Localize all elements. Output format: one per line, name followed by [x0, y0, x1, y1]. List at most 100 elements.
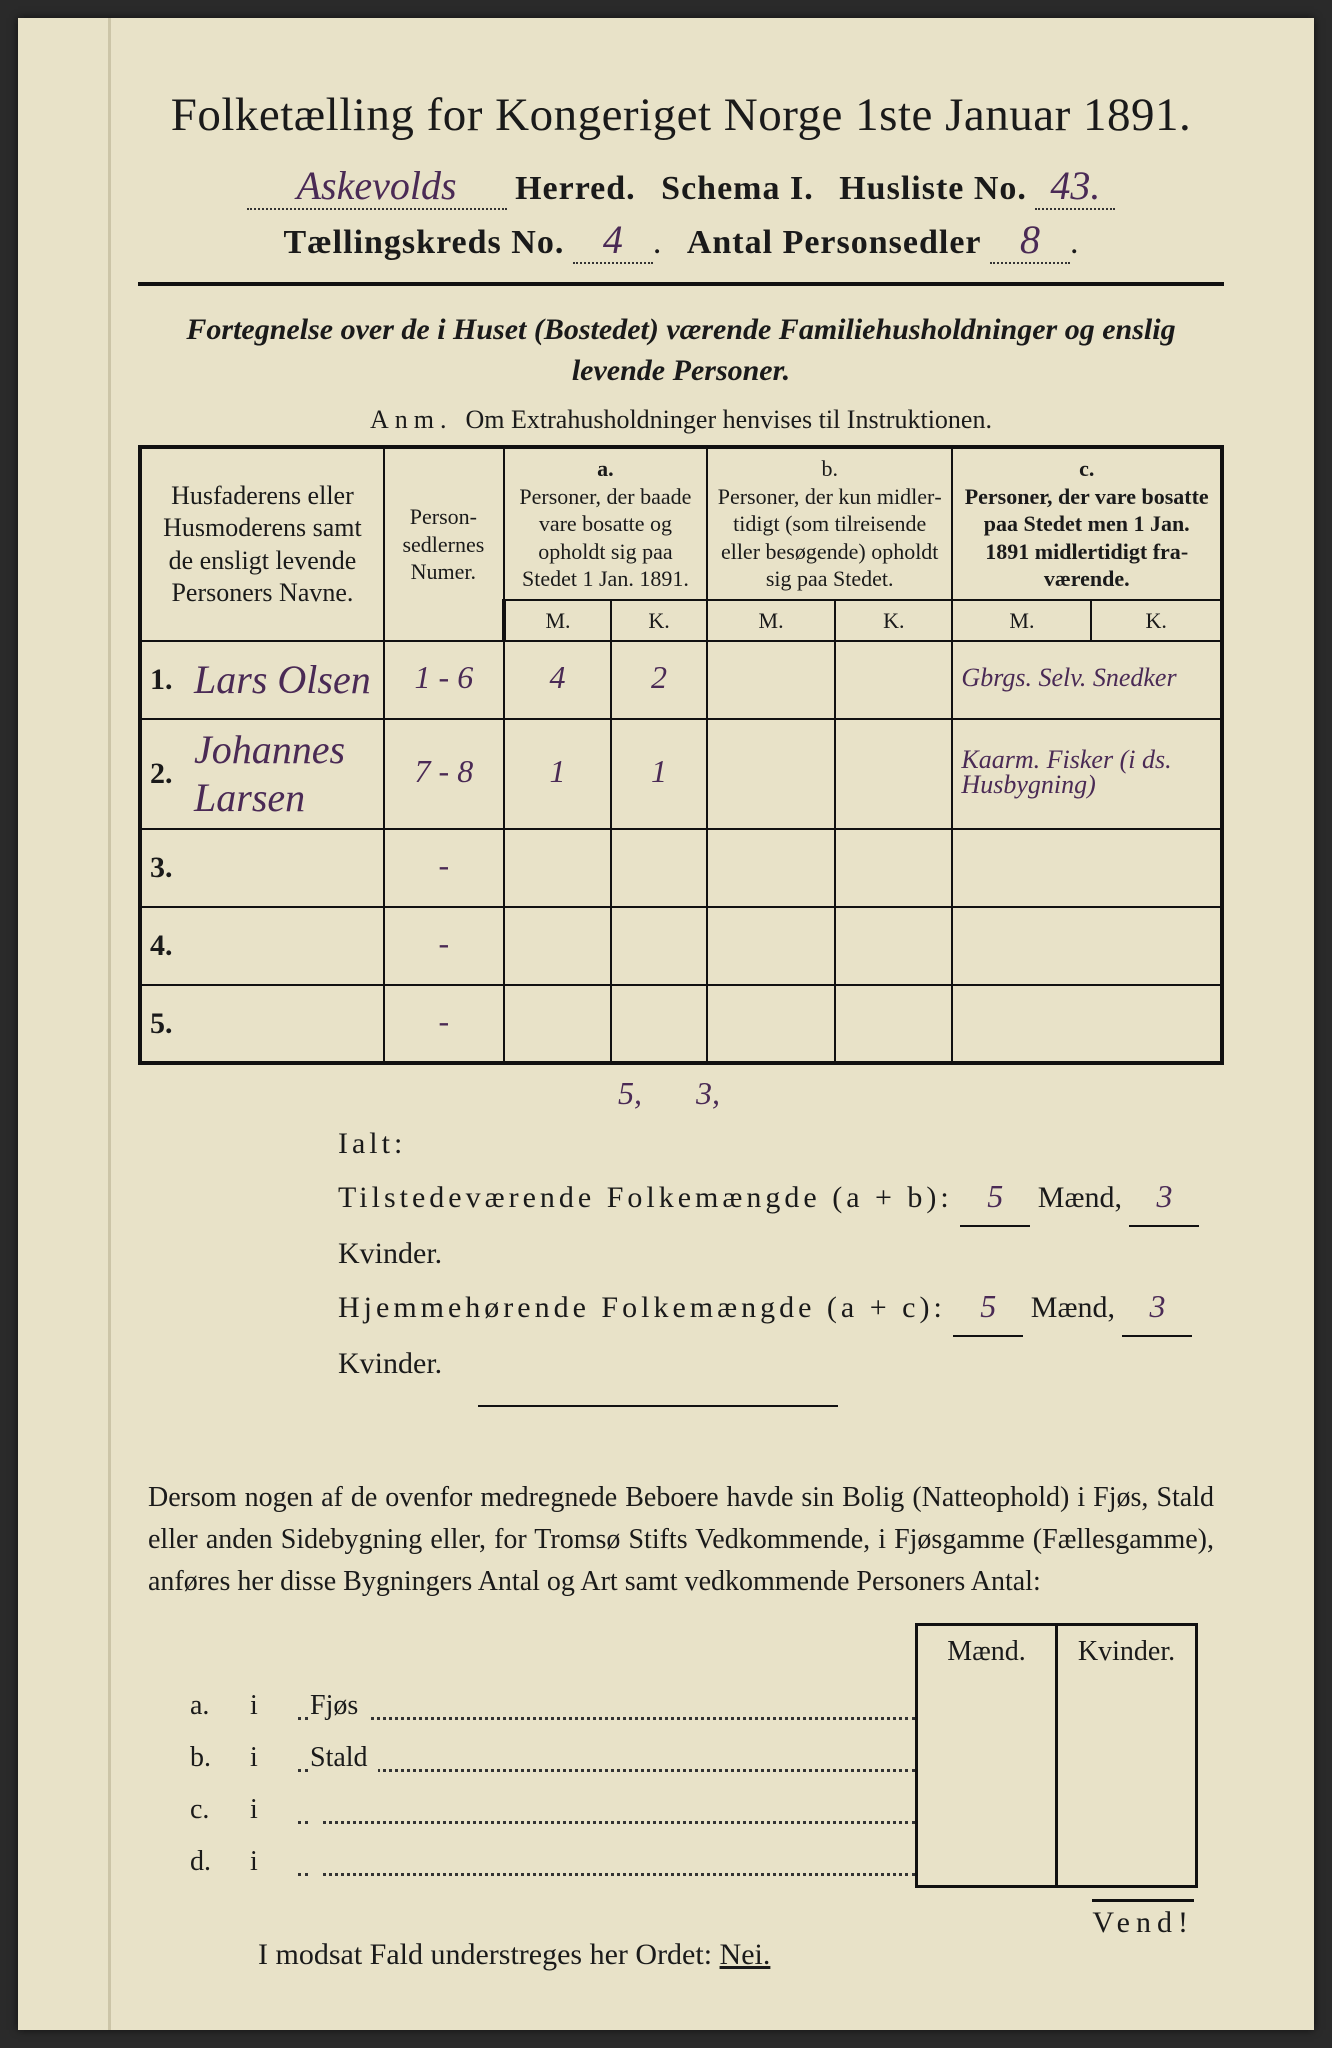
header-line-2: Tællingskreds No. 4. Antal Personsedler … [138, 224, 1224, 264]
census-form-page: Folketælling for Kongeriget Norge 1ste J… [18, 18, 1314, 2030]
rule [138, 282, 1224, 286]
col-name-header: Husfaderens eller Husmode­rens samt de e… [140, 447, 384, 641]
page-title: Folketælling for Kongeriget Norge 1ste J… [138, 88, 1224, 142]
herred-label: Herred. [515, 170, 636, 207]
nei-word: Nei. [720, 1938, 771, 1971]
column-sums: 5, 3, [618, 1071, 1224, 1113]
personsedler-num: 7 - 8 [384, 719, 504, 829]
cell-a-m [504, 829, 611, 907]
table-row: 5. - [140, 985, 1222, 1063]
kvinder-label: Kvinder. [338, 1237, 442, 1270]
cell-a-k [611, 985, 707, 1063]
btable-i: i [238, 1730, 298, 1782]
cell-b-k [835, 641, 952, 719]
cell-b-m [707, 719, 835, 829]
husliste-value: 43. [1050, 163, 1100, 208]
row-note [952, 829, 1222, 907]
hjemme-label: Hjemmehørende Folkemængde (a + c): [338, 1291, 946, 1324]
cell-a-k: 2 [611, 641, 707, 719]
row-number: 5. [140, 985, 186, 1063]
col-a-k: K. [611, 600, 707, 642]
col-a-text: Personer, der baade vare bo­satte og oph… [519, 484, 691, 592]
sidebygning-table: Mænd. Kvinder. a.iFjøsb.iStaldc.id.i [178, 1623, 1198, 1888]
btable-m [917, 1782, 1057, 1834]
col-c-header: c. Personer, der vare bosatte paa Stedet… [952, 447, 1222, 600]
btable-maend: Mænd. [917, 1625, 1057, 1679]
col-a-header: a. Personer, der baade vare bo­satte og … [504, 447, 707, 600]
header-line-1: Askevolds Herred. Schema I. Husliste No.… [138, 170, 1224, 210]
col-b-m: M. [707, 600, 835, 642]
cell-a-m [504, 985, 611, 1063]
cell-a-m: 1 [504, 719, 611, 829]
btable-key: d. [178, 1834, 238, 1886]
person-name [186, 907, 384, 985]
btable-k [1057, 1782, 1197, 1834]
tilstede-m: 5 [987, 1178, 1003, 1214]
row-number: 1. [140, 641, 186, 719]
personsedler-num: - [384, 829, 504, 907]
btable-key: b. [178, 1730, 238, 1782]
row-number: 2. [140, 719, 186, 829]
person-name: Lars Olsen [186, 641, 384, 719]
anm-prefix: Anm. [370, 405, 453, 434]
col-name-text: Husfaderens eller Husmode­rens samt de e… [163, 481, 362, 608]
col-num-header: Person­sedler­nes Numer. [384, 447, 504, 641]
btable-kvinder: Kvinder. [1057, 1625, 1197, 1679]
totals-block: Ialt: Tilstedeværende Folkemængde (a + b… [338, 1117, 1224, 1391]
schema-label: Schema I. [661, 170, 814, 207]
btable-m [917, 1834, 1057, 1886]
row-number: 3. [140, 829, 186, 907]
cell-a-k [611, 907, 707, 985]
kreds-value: 4 [603, 217, 623, 262]
col-b-tag: b. [821, 456, 838, 481]
btable-i: i [238, 1678, 298, 1730]
herred-value: Askevolds [297, 163, 457, 208]
binding-fold [108, 18, 111, 2030]
row-number: 4. [140, 907, 186, 985]
kvinder-label-2: Kvinder. [338, 1347, 442, 1380]
cell-b-m [707, 641, 835, 719]
personsedler-num: - [384, 985, 504, 1063]
hjemme-k: 3 [1149, 1288, 1165, 1324]
cell-b-k [835, 719, 952, 829]
row-note: Kaarm. Fisker (i ds. Husbygning) [952, 719, 1222, 829]
row-note [952, 907, 1222, 985]
btable-k [1057, 1730, 1197, 1782]
cell-a-m [504, 907, 611, 985]
nei-line: I modsat Fald understreges her Ordet: Ne… [258, 1938, 1224, 1972]
btable-label: Stald [298, 1730, 917, 1782]
sum-k: 3, [696, 1075, 720, 1111]
btable-label [298, 1782, 917, 1834]
col-c-k: K. [1091, 600, 1222, 642]
col-b-k: K. [835, 600, 952, 642]
col-c-m: M. [952, 600, 1091, 642]
personsedler-num: 1 - 6 [384, 641, 504, 719]
btable-key: c. [178, 1782, 238, 1834]
tilstede-k: 3 [1156, 1178, 1172, 1214]
btable-k [1057, 1678, 1197, 1730]
cell-b-k [835, 985, 952, 1063]
col-a-m: M. [504, 600, 611, 642]
table-row: 4.- [140, 907, 1222, 985]
nei-text: I modsat Fald understreges her Ordet: [258, 1938, 712, 1971]
cell-b-k [835, 907, 952, 985]
btable-key: a. [178, 1678, 238, 1730]
btable-row: a.iFjøs [178, 1678, 1197, 1730]
btable-m [917, 1678, 1057, 1730]
vend-label: Vend! [1092, 1899, 1194, 1940]
person-name [186, 829, 384, 907]
anm-line: Anm. Om Extrahusholdninger henvises til … [138, 405, 1224, 435]
anm-text: Om Extrahusholdninger henvises til Instr… [466, 405, 992, 434]
cell-a-k [611, 829, 707, 907]
btable-i: i [238, 1834, 298, 1886]
col-c-text: Personer, der vare bosatte paa Stedet me… [965, 484, 1209, 592]
table-row: 1.Lars Olsen1 - 642Gbrgs. Selv. Snedker [140, 641, 1222, 719]
cell-b-m [707, 829, 835, 907]
btable-k [1057, 1834, 1197, 1886]
col-c-tag: c. [1079, 456, 1094, 481]
btable-m [917, 1730, 1057, 1782]
ialt-label: Ialt: [338, 1127, 406, 1160]
hjemme-m: 5 [980, 1288, 996, 1324]
kreds-label: Tællingskreds No. [283, 224, 564, 261]
row-note [952, 985, 1222, 1063]
